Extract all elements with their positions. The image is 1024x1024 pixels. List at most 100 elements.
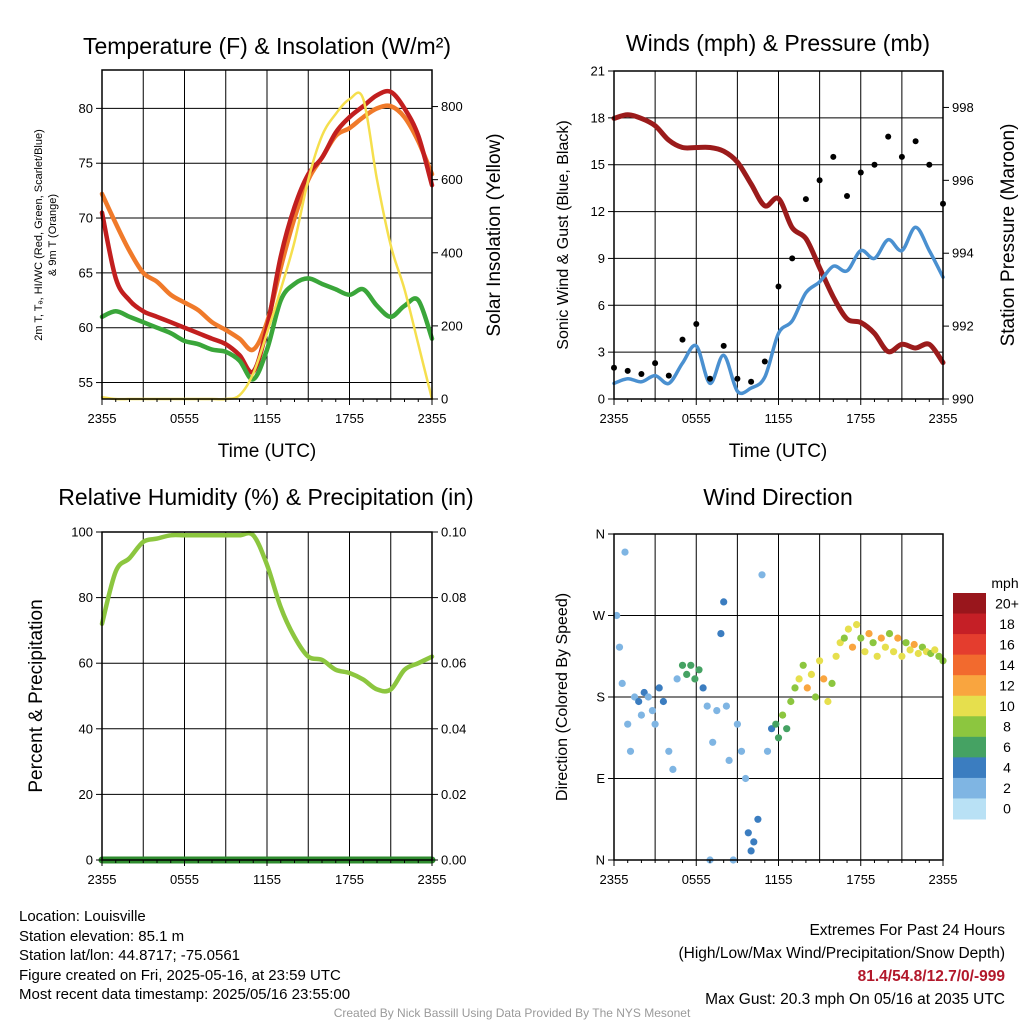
direction-point [750,838,758,846]
direction-point [811,693,820,701]
direction-point [779,711,787,719]
rh-y-tick-label: 100 [71,525,93,540]
colorbar-unit-label: mph [991,575,1018,591]
colorbar-swatch [953,777,986,799]
colorbar-swatch [953,716,986,738]
colorbar-label: 8 [1003,719,1011,735]
rh-y2-tick-label: 0.06 [441,656,466,671]
direction-point [651,720,659,728]
rh-series-rh [99,530,435,694]
temp-y-tick-label: 55 [79,375,93,390]
direction-point [803,684,811,692]
direction-point [621,548,629,556]
wind-gust-point [720,342,727,349]
direction-point [873,652,881,660]
wind-y2-tick-label: 992 [952,319,974,334]
direction-point [637,711,646,719]
temp-y-tick-label: 70 [79,211,93,226]
colorbar-label: 0 [1003,801,1011,817]
rh-y2-tick-label: 0.10 [441,525,466,540]
colorbar-swatch [953,654,986,676]
wind-x-axis-label: Time (UTC) [729,441,828,462]
wind-y2-tick-label: 994 [952,246,974,261]
temp-x-tick-label: 0555 [170,411,199,426]
dir-x-tick-label: 2355 [929,872,958,887]
direction-point [820,675,828,683]
direction-point [691,675,699,683]
direction-point [795,675,803,683]
dir-series [613,548,947,864]
wind-gust-point [885,133,892,140]
temp-x-axis-label: Time (UTC) [218,441,317,462]
colorbar-swatch [953,675,986,697]
direction-panel: Wind Direction 2355 0555 1155 1755 2355 N E S W N… [554,484,1019,887]
temp-series-temp2m [99,88,435,375]
wind-gust-point [707,375,713,382]
wind-series [611,112,946,396]
colorbar-swatch [953,593,986,615]
wind-x-tick-label: 1755 [846,411,875,426]
direction-point [695,666,703,674]
colorbar-swatch [953,757,986,779]
direction-point [774,734,783,742]
rh-y-tick-label: 60 [79,656,93,671]
wind-gust-point [857,169,864,176]
recent-timestamp: Most recent data timestamp: 2025/05/16 2… [19,986,351,1003]
wind-y-tick-label: 0 [598,392,605,407]
direction-point [865,630,873,638]
temp-x-tick-label: 2355 [88,411,117,426]
rh-y-tick-label: 40 [79,721,93,736]
colorbar-swatch [953,634,986,656]
temp-y-tick-label: 65 [79,265,93,280]
colorbar-label: 18 [999,616,1015,632]
direction-point [848,643,857,651]
direction-point [747,847,755,855]
wind-x-tick-label: 2355 [600,411,629,426]
direction-point [618,679,626,688]
wind-gust-point [748,378,755,385]
temp-series-dewpoint [99,276,435,382]
speed-colorbar: 20+ 18 16 14 12 10 8 6 4 2 0 [953,593,1019,820]
direction-point [898,652,906,660]
direction-point [635,697,643,706]
wind-x-tick-label: 0555 [682,411,711,426]
direction-point [783,725,791,733]
direction-point [914,649,922,658]
direction-point [885,630,894,638]
wind-gust-point [816,177,823,184]
direction-point [678,661,687,669]
dir-y-tick-label: N [596,527,605,542]
direction-point [673,675,681,683]
wind-gust-point [898,153,905,160]
wind-gust-point [844,193,850,199]
direction-point [902,639,910,647]
direction-point [894,634,902,642]
direction-point [828,679,836,688]
wind-series-pressure [611,112,946,366]
direction-point [799,661,807,669]
direction-point [816,657,824,665]
direction-point [869,639,877,647]
temp-x-tick-label: 1755 [335,411,364,426]
direction-point [824,697,832,706]
direction-point [910,640,918,649]
rh-x-tick-label: 1155 [253,872,281,887]
wind-gust-point [775,283,782,290]
colorbar-label: 4 [1003,760,1011,776]
dir-x-tick-label: 2355 [600,872,629,887]
wind-gust-point [926,161,933,168]
temp-x-tick-label: 1155 [253,411,281,426]
wind-y2-tick-label: 990 [952,392,974,407]
rh-y-tick-label: 20 [79,787,93,802]
wind-y-tick-label: 18 [591,110,605,125]
temp-y2-tick-label: 200 [441,318,463,333]
temp-y2-tick-label: 400 [441,245,463,260]
dir-x-tick-label: 1755 [846,872,875,887]
direction-point [648,707,657,715]
wind-y2-tick-label: 996 [952,173,974,188]
colorbar-label: 6 [1003,739,1011,755]
direction-point [709,738,717,746]
temp-left-axis-label-2: & 9m T (Orange) [47,194,59,276]
direction-point [787,697,795,706]
